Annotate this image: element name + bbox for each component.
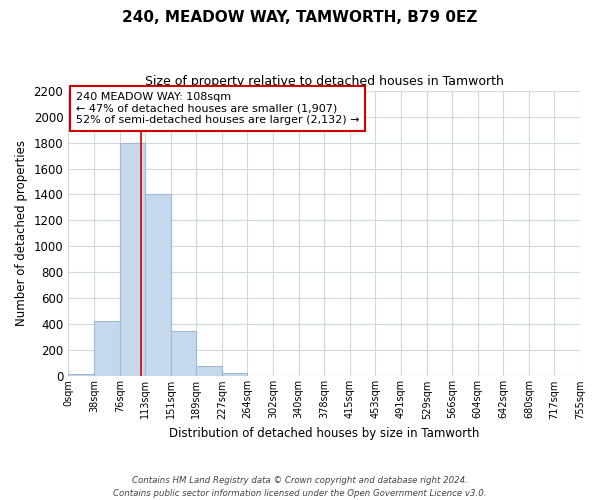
Bar — [170, 331, 196, 376]
Title: Size of property relative to detached houses in Tamworth: Size of property relative to detached ho… — [145, 75, 503, 88]
Text: 240, MEADOW WAY, TAMWORTH, B79 0EZ: 240, MEADOW WAY, TAMWORTH, B79 0EZ — [122, 10, 478, 25]
Bar — [94, 320, 119, 376]
Text: 240 MEADOW WAY: 108sqm
← 47% of detached houses are smaller (1,907)
52% of semi-: 240 MEADOW WAY: 108sqm ← 47% of detached… — [76, 92, 359, 125]
Bar — [222, 373, 247, 376]
Text: Contains HM Land Registry data © Crown copyright and database right 2024.
Contai: Contains HM Land Registry data © Crown c… — [113, 476, 487, 498]
Y-axis label: Number of detached properties: Number of detached properties — [15, 140, 28, 326]
Bar — [68, 374, 94, 376]
Bar — [119, 142, 145, 376]
X-axis label: Distribution of detached houses by size in Tamworth: Distribution of detached houses by size … — [169, 427, 479, 440]
Bar — [145, 194, 170, 376]
Bar — [196, 366, 222, 376]
